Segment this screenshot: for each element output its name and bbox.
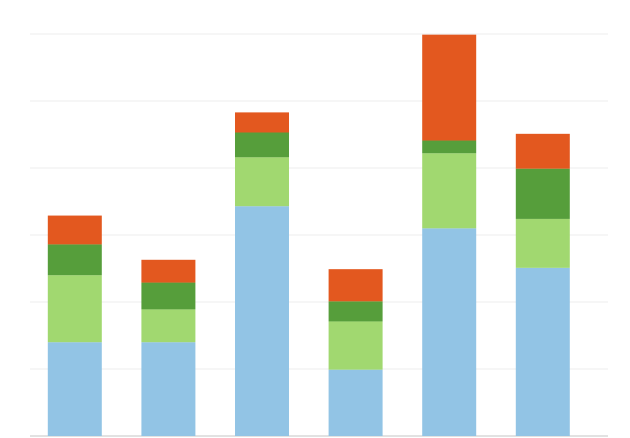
bar-segment (47, 244, 102, 276)
bar-segment (515, 168, 570, 219)
bar-segment (235, 157, 289, 207)
bar-segment (235, 132, 289, 158)
bar-segment (47, 275, 102, 343)
bar-segment (141, 342, 196, 436)
bar-segment (515, 133, 570, 169)
bar-segment (515, 218, 570, 268)
bar-segment (328, 301, 383, 322)
bar-segment (141, 309, 196, 343)
bar-segment (328, 269, 383, 302)
bar-segment (422, 228, 477, 436)
bar-segment (422, 153, 477, 229)
bar-segment (141, 259, 196, 283)
bar-segment (422, 140, 477, 154)
bar-segment (47, 342, 102, 436)
bar-segment (235, 206, 289, 436)
bar-segment (235, 112, 289, 133)
bar-segment (515, 267, 570, 436)
bar-segment (422, 34, 477, 141)
bar-segment (328, 321, 383, 370)
bar-segment (328, 369, 383, 436)
bar-segment (141, 282, 196, 310)
bar-segment (47, 215, 102, 245)
